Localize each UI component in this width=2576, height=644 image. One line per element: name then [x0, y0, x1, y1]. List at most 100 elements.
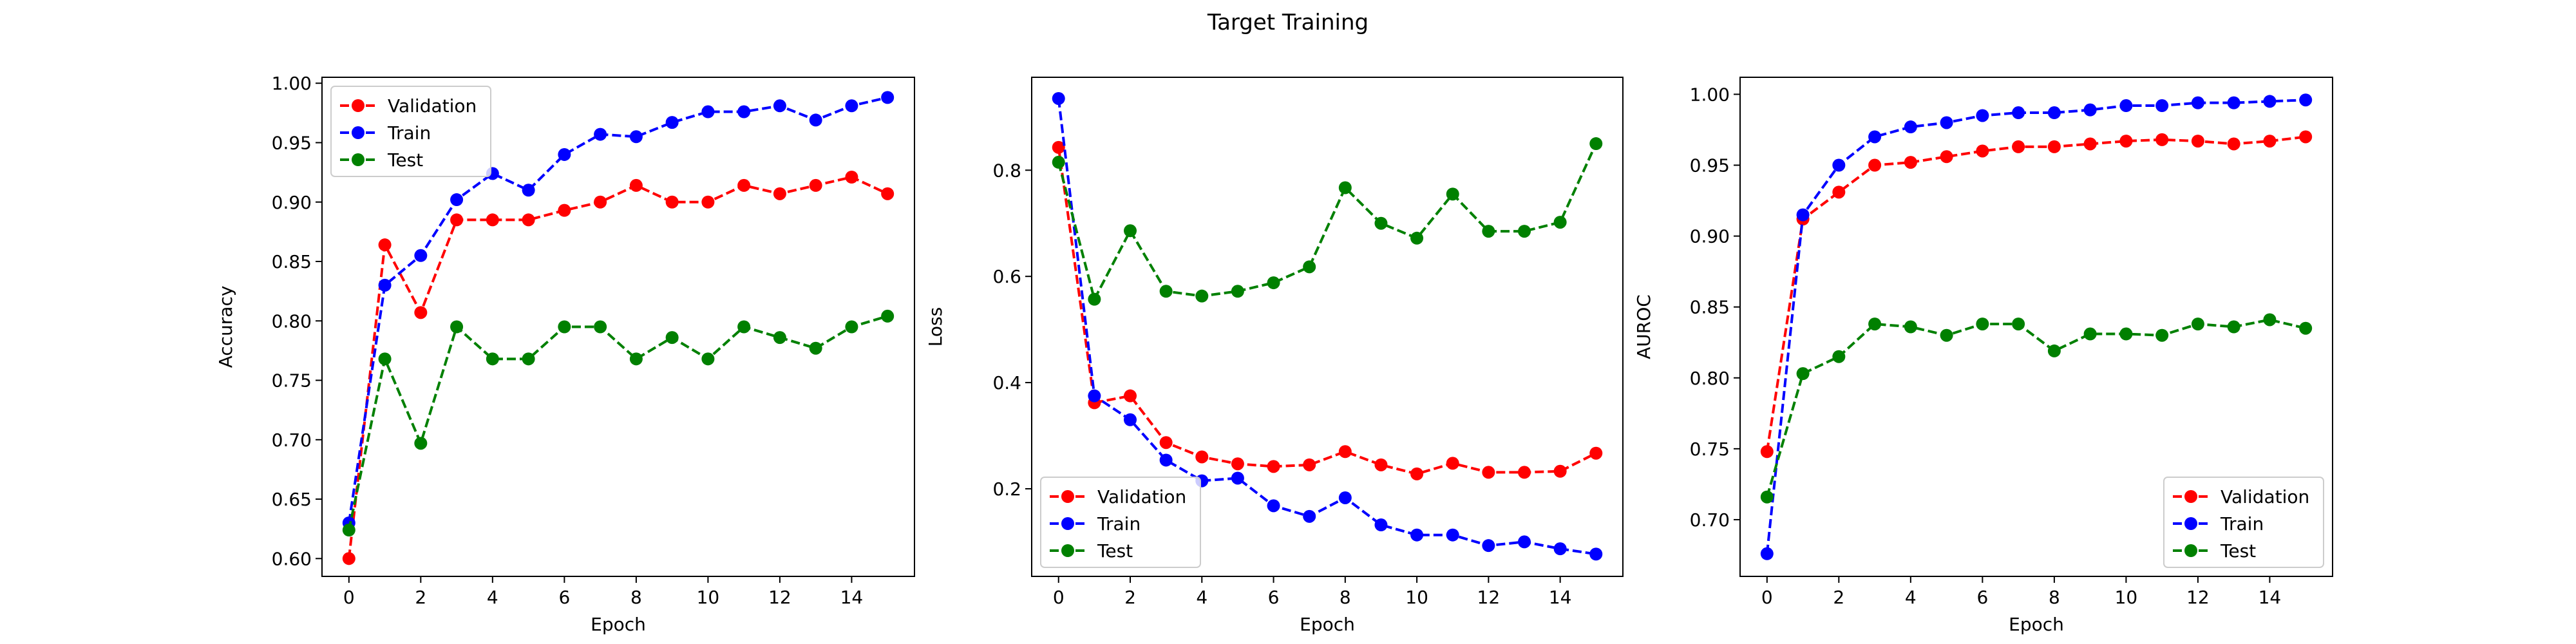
panel-3-ytick-label-0.7: 0.70 — [1690, 509, 1730, 531]
panel-1-point-validation-11 — [737, 178, 751, 192]
panel-2-series-line-train — [1057, 98, 1596, 556]
panel-2-point-train-13 — [1518, 535, 1531, 549]
panel-3-point-train-13 — [2227, 96, 2240, 109]
panel-3-ylabel: AUROC — [1633, 294, 1654, 359]
panel-3-ytick-label-0.9: 0.90 — [1690, 226, 1730, 247]
panel-1-point-validation-4 — [486, 213, 499, 227]
panel-2-point-validation-6 — [1267, 460, 1280, 473]
panel-3-point-validation-5 — [1940, 150, 1953, 164]
panel-1-point-train-5 — [522, 184, 535, 197]
panel-3-point-validation-2 — [1832, 185, 1846, 199]
panel-1-point-validation-0 — [342, 552, 355, 565]
panel-2-xtick-label-8: 8 — [1340, 587, 1351, 608]
panel-1-xtick-label-0: 0 — [343, 587, 355, 608]
panel-3-xtick-label-6: 6 — [1976, 587, 1988, 608]
panel-1-legend-label-test: Test — [387, 149, 423, 171]
panel-1-point-validation-5 — [522, 213, 535, 227]
figure-title: Target Training — [1207, 10, 1368, 35]
panel-2-point-validation-10 — [1410, 467, 1424, 480]
panel-1-point-validation-8 — [629, 178, 643, 192]
panel-3-point-test-5 — [1940, 328, 1953, 342]
panel-3-legend-label-validation: Validation — [2221, 486, 2309, 507]
panel-3-legend-label-train: Train — [2220, 513, 2264, 535]
panel-1-point-test-12 — [773, 331, 786, 345]
panel-3-point-train-8 — [2047, 106, 2061, 120]
panel-2-legend-marker-train — [1061, 517, 1074, 530]
panel-1-ytick-label-0.85: 0.85 — [272, 251, 312, 272]
panel-2-xtick-label-12: 12 — [1477, 587, 1501, 608]
panel-1-point-train-15 — [881, 91, 895, 104]
panel-2-point-validation-0 — [1052, 140, 1065, 154]
panel-3-point-train-11 — [2155, 99, 2169, 113]
panel-2-point-train-1 — [1088, 389, 1101, 402]
panel-1-axes-frame — [321, 77, 915, 577]
panel-3-point-test-7 — [2012, 317, 2025, 331]
panel-2-axes-frame — [1031, 77, 1624, 577]
panel-2-xtick-label-2: 2 — [1124, 587, 1136, 608]
panel-1-point-train-3 — [450, 193, 464, 207]
panel-3-point-train-7 — [2012, 106, 2025, 120]
panel-3-xlabel: Epoch — [2009, 614, 2064, 635]
panel-2-loss: 0 2 4 6 8 10 12 14 0.2 0.4 0.6 0.8 Epoch Loss Validati… — [925, 77, 1624, 635]
panel-2-legend-label-validation: Validation — [1097, 486, 1186, 507]
panel-3-point-validation-9 — [2083, 137, 2097, 151]
panel-1-point-validation-9 — [665, 195, 679, 209]
panel-2-xtick-label-0: 0 — [1053, 587, 1065, 608]
panel-1-point-test-8 — [629, 352, 643, 366]
panel-3-point-test-0 — [1760, 490, 1774, 504]
panel-3-series-line-train — [1765, 99, 2306, 554]
panel-2-ytick-label-0.6: 0.6 — [992, 266, 1021, 287]
panel-2-point-validation-5 — [1231, 457, 1244, 471]
panel-2-point-validation-15 — [1589, 446, 1603, 460]
panel-1-point-train-11 — [737, 105, 751, 118]
panel-1-ytick-label-0.65: 0.65 — [272, 489, 312, 510]
panel-3-point-train-0 — [1760, 547, 1774, 560]
panels: 0 2 4 6 8 10 12 140.600.650.700.750.800.850.900… — [215, 73, 2333, 635]
panel-2-point-validation-11 — [1446, 457, 1459, 470]
panel-3-point-train-2 — [1832, 158, 1846, 172]
panel-3-ytick-label-1: 1.00 — [1690, 84, 1730, 105]
panel-1-point-test-13 — [809, 341, 822, 355]
panel-3-point-test-2 — [1832, 350, 1846, 363]
panel-3-ytick-label-0.95: 0.95 — [1690, 155, 1730, 176]
panel-1-point-validation-13 — [809, 178, 822, 192]
panel-1-legend-label-train: Train — [387, 122, 431, 144]
panel-2-legend-label-test: Test — [1097, 540, 1133, 562]
panel-3-point-validation-8 — [2047, 140, 2061, 153]
panel-1-point-test-9 — [665, 331, 679, 345]
panel-1-point-validation-2 — [414, 306, 428, 319]
panel-3-axes-frame — [1739, 77, 2333, 577]
panel-2-point-train-6 — [1267, 499, 1280, 513]
panel-3-point-train-1 — [1796, 208, 1810, 222]
panel-2-point-test-14 — [1553, 216, 1567, 229]
panel-2-point-test-10 — [1410, 231, 1424, 245]
panel-1-series-line-validation — [347, 176, 889, 559]
panel-2-point-train-9 — [1374, 518, 1388, 532]
panel-1-ytick-label-0.8: 0.80 — [272, 310, 312, 332]
panel-1-point-test-0 — [342, 524, 355, 537]
panel-2-point-test-1 — [1088, 292, 1101, 306]
panel-2-point-test-4 — [1195, 289, 1209, 303]
panel-1-ytick-label-0.95: 0.95 — [272, 132, 312, 153]
panel-1-point-test-5 — [522, 352, 535, 366]
panel-1-legend-marker-validation — [352, 99, 365, 112]
panel-2-ytick-label-0.4: 0.4 — [992, 372, 1021, 393]
panel-3-point-train-10 — [2119, 99, 2133, 113]
panel-1-legend: Validation Train Test — [330, 86, 491, 177]
panel-3-point-train-15 — [2299, 93, 2313, 107]
panel-2-point-test-12 — [1482, 225, 1495, 238]
panel-1-point-test-10 — [701, 352, 715, 366]
panel-1-point-train-8 — [629, 130, 643, 144]
panel-3-point-test-15 — [2299, 321, 2313, 335]
panel-2-xlabel: Epoch — [1300, 614, 1355, 635]
panel-3-point-test-13 — [2227, 320, 2240, 334]
panel-3-ytick-label-0.75: 0.75 — [1690, 439, 1730, 460]
panel-2-legend-marker-test — [1061, 544, 1074, 557]
panel-3-point-train-3 — [1868, 130, 1882, 144]
panel-3-legend-marker-test — [2184, 544, 2197, 557]
panel-3-legend-marker-validation — [2184, 490, 2197, 503]
panel-2-point-train-2 — [1124, 413, 1137, 426]
panel-3-xtick-label-4: 4 — [1905, 587, 1917, 608]
panel-1-point-train-14 — [845, 99, 858, 113]
panel-2-point-test-8 — [1338, 181, 1352, 194]
